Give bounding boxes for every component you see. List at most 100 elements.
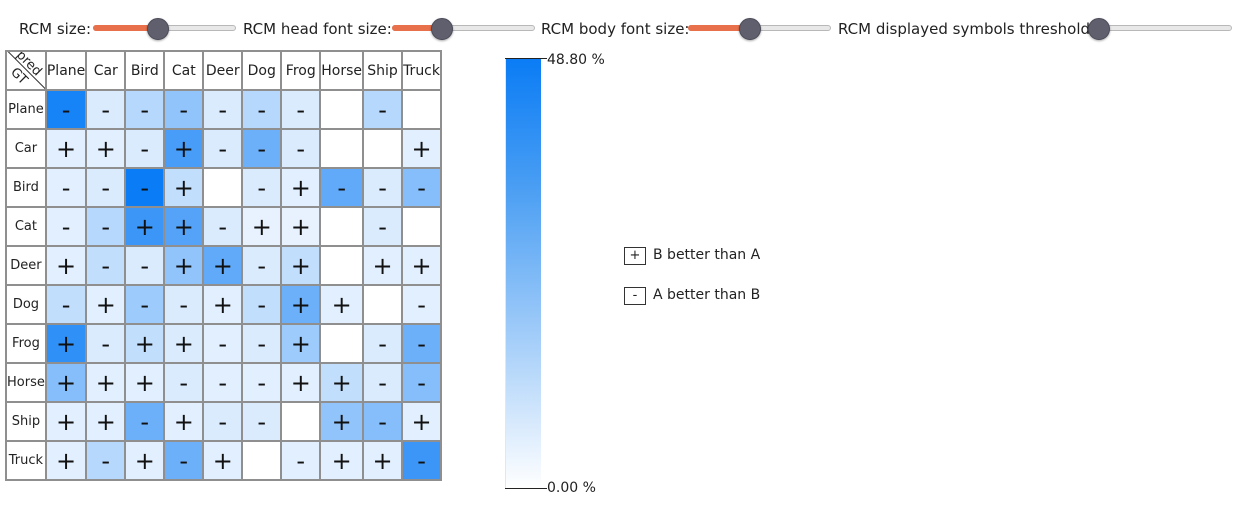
rcm-size-slider[interactable] (93, 18, 236, 40)
matrix-cell[interactable] (362, 284, 404, 325)
matrix-cell[interactable]: - (163, 362, 205, 403)
matrix-cell[interactable]: + (44, 323, 88, 364)
matrix-cell[interactable]: - (362, 167, 404, 208)
matrix-cell[interactable] (319, 89, 365, 130)
matrix-cell[interactable]: - (401, 440, 443, 481)
matrix-cell[interactable]: + (163, 128, 205, 169)
matrix-cell[interactable] (202, 167, 244, 208)
matrix-cell[interactable]: - (241, 362, 283, 403)
matrix-cell[interactable]: - (401, 167, 443, 208)
slider-thumb[interactable] (739, 18, 761, 40)
matrix-cell[interactable]: - (124, 245, 166, 286)
matrix-cell[interactable] (319, 206, 365, 247)
matrix-cell[interactable]: + (163, 167, 205, 208)
matrix-cell[interactable]: + (319, 440, 365, 481)
matrix-cell[interactable]: - (202, 206, 244, 247)
matrix-cell[interactable]: + (401, 245, 443, 286)
matrix-cell[interactable]: + (85, 362, 127, 403)
matrix-cell[interactable]: - (124, 89, 166, 130)
matrix-cell[interactable]: - (362, 206, 404, 247)
matrix-cell[interactable]: + (202, 284, 244, 325)
matrix-cell[interactable]: - (241, 284, 283, 325)
matrix-cell[interactable] (241, 440, 283, 481)
matrix-cell[interactable] (362, 128, 404, 169)
matrix-cell[interactable]: + (280, 362, 322, 403)
matrix-cell[interactable]: + (44, 440, 88, 481)
matrix-cell[interactable]: - (202, 89, 244, 130)
matrix-cell[interactable]: + (85, 401, 127, 442)
matrix-cell[interactable]: - (163, 440, 205, 481)
matrix-cell[interactable]: - (202, 362, 244, 403)
matrix-cell[interactable]: - (85, 245, 127, 286)
matrix-cell[interactable]: + (202, 245, 244, 286)
matrix-cell[interactable]: - (319, 167, 365, 208)
matrix-cell[interactable]: - (202, 401, 244, 442)
matrix-cell[interactable]: - (362, 401, 404, 442)
matrix-cell[interactable]: + (124, 362, 166, 403)
matrix-cell[interactable]: - (85, 206, 127, 247)
matrix-cell[interactable]: - (85, 89, 127, 130)
matrix-cell[interactable]: - (163, 284, 205, 325)
matrix-cell[interactable]: + (163, 323, 205, 364)
matrix-cell[interactable]: + (44, 362, 88, 403)
matrix-cell[interactable]: - (85, 167, 127, 208)
slider-thumb[interactable] (147, 18, 169, 40)
matrix-cell[interactable]: + (124, 323, 166, 364)
matrix-cell[interactable]: + (280, 323, 322, 364)
matrix-cell[interactable]: - (202, 128, 244, 169)
matrix-cell[interactable]: - (362, 362, 404, 403)
matrix-cell[interactable]: + (362, 440, 404, 481)
matrix-cell[interactable]: - (124, 167, 166, 208)
matrix-cell[interactable]: + (280, 245, 322, 286)
matrix-cell[interactable]: - (44, 89, 88, 130)
matrix-cell[interactable]: - (280, 440, 322, 481)
matrix-cell[interactable]: + (124, 440, 166, 481)
matrix-cell[interactable]: - (362, 89, 404, 130)
matrix-cell[interactable]: - (124, 128, 166, 169)
matrix-cell[interactable]: - (401, 323, 443, 364)
matrix-cell[interactable]: + (44, 245, 88, 286)
matrix-cell[interactable] (319, 128, 365, 169)
matrix-cell[interactable]: + (202, 440, 244, 481)
matrix-cell[interactable]: + (319, 284, 365, 325)
matrix-cell[interactable]: + (401, 401, 443, 442)
rcm-head-font-size-slider[interactable] (392, 18, 535, 40)
rcm-displayed-symbols-threshold-slider[interactable] (1088, 18, 1232, 40)
matrix-cell[interactable]: + (85, 284, 127, 325)
matrix-cell[interactable] (401, 206, 443, 247)
matrix-cell[interactable]: - (241, 89, 283, 130)
matrix-cell[interactable]: - (241, 128, 283, 169)
matrix-cell[interactable]: + (319, 401, 365, 442)
matrix-cell[interactable]: - (44, 206, 88, 247)
matrix-cell[interactable]: - (202, 323, 244, 364)
matrix-cell[interactable] (319, 323, 365, 364)
matrix-cell[interactable]: - (241, 401, 283, 442)
matrix-cell[interactable]: - (124, 401, 166, 442)
matrix-cell[interactable]: - (241, 323, 283, 364)
rcm-body-font-size-slider[interactable] (688, 18, 831, 40)
matrix-cell[interactable]: - (362, 323, 404, 364)
matrix-cell[interactable]: + (124, 206, 166, 247)
slider-thumb[interactable] (1088, 18, 1110, 40)
matrix-cell[interactable]: + (280, 206, 322, 247)
matrix-cell[interactable]: - (44, 284, 88, 325)
matrix-cell[interactable]: + (44, 401, 88, 442)
slider-track[interactable] (1098, 25, 1232, 31)
matrix-cell[interactable]: - (124, 284, 166, 325)
matrix-cell[interactable] (280, 401, 322, 442)
matrix-cell[interactable]: + (280, 167, 322, 208)
matrix-cell[interactable] (401, 89, 443, 130)
matrix-cell[interactable]: + (44, 128, 88, 169)
matrix-cell[interactable] (319, 245, 365, 286)
matrix-cell[interactable]: - (44, 167, 88, 208)
matrix-cell[interactable]: + (319, 362, 365, 403)
matrix-cell[interactable]: + (163, 206, 205, 247)
matrix-cell[interactable]: + (85, 128, 127, 169)
matrix-cell[interactable]: - (241, 245, 283, 286)
matrix-cell[interactable]: - (85, 323, 127, 364)
matrix-cell[interactable]: - (401, 284, 443, 325)
matrix-cell[interactable]: - (401, 362, 443, 403)
matrix-cell[interactable]: + (280, 284, 322, 325)
matrix-cell[interactable]: + (241, 206, 283, 247)
matrix-cell[interactable]: + (163, 245, 205, 286)
